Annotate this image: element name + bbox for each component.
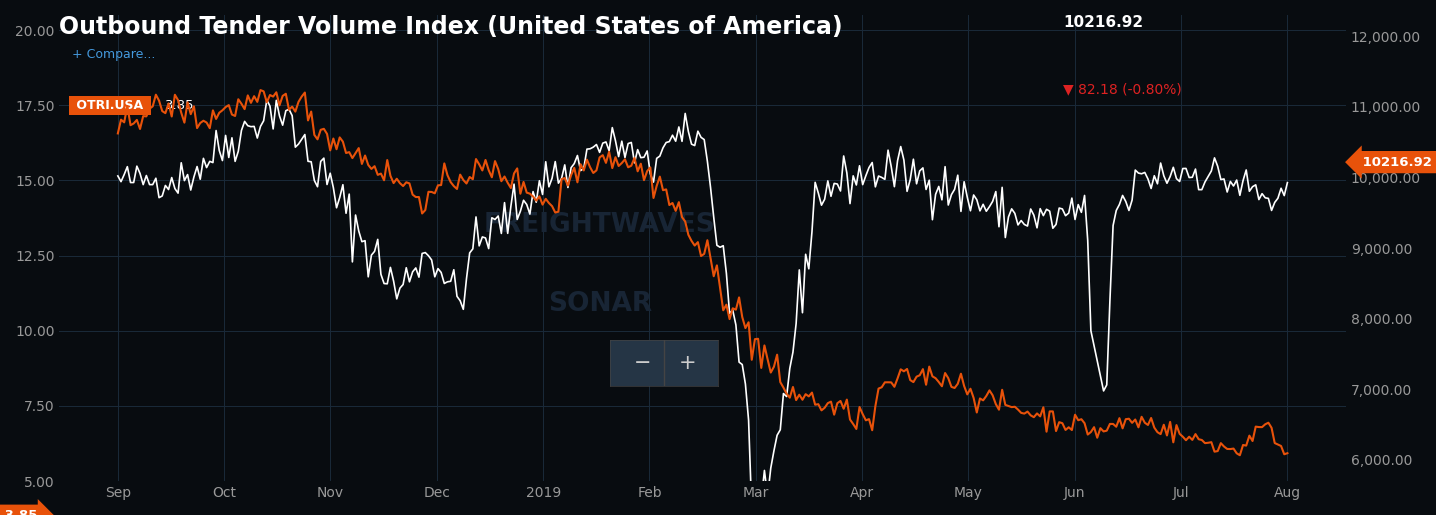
Text: 10216.92: 10216.92: [1063, 15, 1143, 30]
Text: Outbound Tender Volume Index (United States of America): Outbound Tender Volume Index (United Sta…: [59, 15, 843, 40]
Text: +: +: [679, 353, 696, 373]
Text: 3.85: 3.85: [0, 509, 42, 515]
Text: + Compare...: + Compare...: [72, 47, 155, 61]
Text: OTRI.USA: OTRI.USA: [72, 99, 148, 112]
Text: ▼ 82.18 (-0.80%): ▼ 82.18 (-0.80%): [1063, 82, 1182, 96]
Text: SONAR: SONAR: [547, 291, 652, 317]
Text: −: −: [633, 353, 652, 373]
Text: FREIGHTWAVES: FREIGHTWAVES: [484, 212, 715, 238]
Text: 3.85: 3.85: [165, 99, 194, 112]
Text: 10216.92: 10216.92: [1357, 156, 1436, 168]
